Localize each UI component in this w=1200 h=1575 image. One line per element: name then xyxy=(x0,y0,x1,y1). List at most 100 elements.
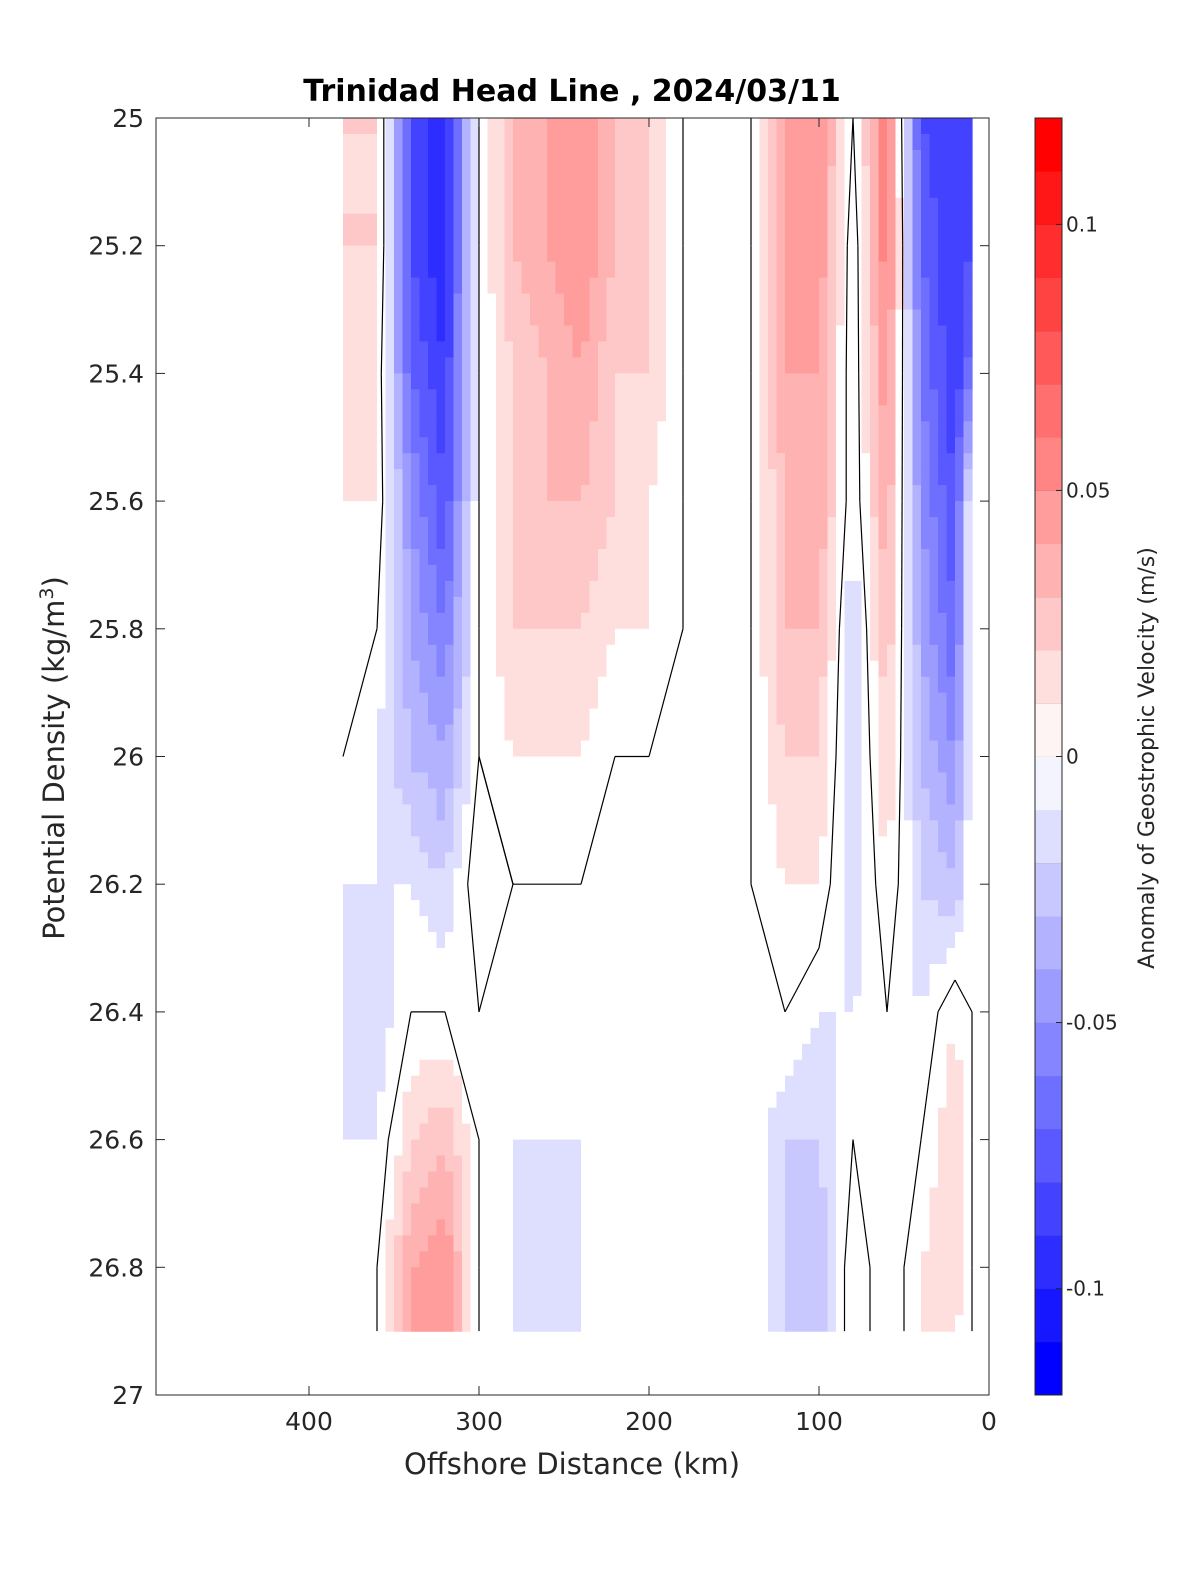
field-cell xyxy=(666,357,676,374)
field-cell xyxy=(878,820,888,837)
field-cell xyxy=(734,708,744,726)
field-cell xyxy=(819,948,829,965)
field-cell xyxy=(564,979,574,997)
field-cell xyxy=(615,788,625,805)
field-cell xyxy=(657,564,667,582)
field-cell xyxy=(623,756,633,774)
field-cell xyxy=(632,916,642,933)
field-cell xyxy=(504,357,514,374)
field-cell xyxy=(598,1123,608,1141)
field-cell xyxy=(530,1235,540,1252)
field-cell xyxy=(691,932,701,949)
field-cell xyxy=(657,1251,667,1268)
field-cell xyxy=(513,836,523,853)
field-cell xyxy=(717,118,727,135)
field-cell xyxy=(368,1235,378,1252)
field-cell xyxy=(810,660,820,678)
field-cell xyxy=(394,964,404,981)
field-cell xyxy=(640,884,650,901)
field-cell xyxy=(445,932,455,949)
field-cell xyxy=(377,1059,387,1077)
field-cell xyxy=(377,836,387,853)
field-cell xyxy=(700,1123,710,1141)
field-cell xyxy=(700,1299,710,1316)
field-cell xyxy=(351,1283,361,1300)
field-cell xyxy=(572,453,582,470)
field-cell xyxy=(742,852,752,869)
field-cell xyxy=(861,820,871,837)
field-cell xyxy=(751,293,761,311)
field-cell xyxy=(581,1075,591,1093)
field-cell xyxy=(870,245,880,263)
field-cell xyxy=(853,804,863,821)
field-cell xyxy=(623,932,633,949)
field-cell xyxy=(589,245,599,263)
field-cell xyxy=(487,916,497,933)
field-cell xyxy=(402,612,412,630)
field-cell xyxy=(521,453,531,470)
field-cell xyxy=(428,1155,438,1173)
field-cell xyxy=(870,884,880,901)
field-cell xyxy=(487,485,497,502)
field-cell xyxy=(895,149,905,167)
field-cell xyxy=(878,133,888,151)
field-cell xyxy=(640,612,650,630)
field-cell xyxy=(589,1059,599,1077)
field-cell xyxy=(768,836,778,853)
field-cell xyxy=(453,580,463,598)
field-cell xyxy=(632,1075,642,1093)
field-cell xyxy=(411,533,421,550)
field-cell xyxy=(649,724,659,742)
field-cell xyxy=(819,453,829,470)
field-cell xyxy=(615,373,625,390)
field-cell xyxy=(708,293,718,311)
field-cell xyxy=(725,1011,735,1029)
field-cell xyxy=(844,979,854,997)
field-cell xyxy=(513,373,523,390)
field-cell xyxy=(564,852,574,869)
field-cell xyxy=(343,660,353,678)
field-cell xyxy=(487,245,497,263)
field-cell xyxy=(776,165,786,183)
field-cell xyxy=(844,1139,854,1157)
field-cell xyxy=(530,1059,540,1077)
field-cell xyxy=(581,852,591,869)
field-cell xyxy=(411,229,421,247)
field-cell xyxy=(470,548,480,566)
field-cell xyxy=(368,149,378,167)
field-cell xyxy=(445,118,455,135)
field-cell xyxy=(870,1251,880,1268)
field-cell xyxy=(564,133,574,151)
field-cell xyxy=(734,564,744,582)
field-cell xyxy=(700,660,710,678)
field-cell xyxy=(717,165,727,183)
field-cell xyxy=(768,1203,778,1221)
field-cell xyxy=(470,405,480,422)
field-cell xyxy=(776,1027,786,1045)
field-cell xyxy=(861,485,871,502)
field-cell xyxy=(530,628,540,646)
field-cell xyxy=(589,1251,599,1268)
field-cell xyxy=(419,165,429,183)
field-cell xyxy=(793,868,803,885)
field-cell xyxy=(343,932,353,949)
field-cell xyxy=(402,948,412,965)
field-cell xyxy=(640,277,650,295)
field-cell xyxy=(513,213,523,231)
field-cell xyxy=(598,501,608,518)
field-cell xyxy=(632,1155,642,1173)
field-cell xyxy=(487,1267,497,1284)
field-cell xyxy=(708,580,718,598)
field-cell xyxy=(878,181,888,199)
field-cell xyxy=(487,580,497,598)
field-cell xyxy=(615,1123,625,1141)
field-cell xyxy=(385,596,395,614)
field-cell xyxy=(402,596,412,614)
field-cell xyxy=(717,197,727,215)
field-cell xyxy=(394,804,404,821)
field-cell xyxy=(717,453,727,470)
field-cell xyxy=(598,564,608,582)
field-cell xyxy=(819,628,829,646)
field-cell xyxy=(793,948,803,965)
field-cell xyxy=(615,1203,625,1221)
